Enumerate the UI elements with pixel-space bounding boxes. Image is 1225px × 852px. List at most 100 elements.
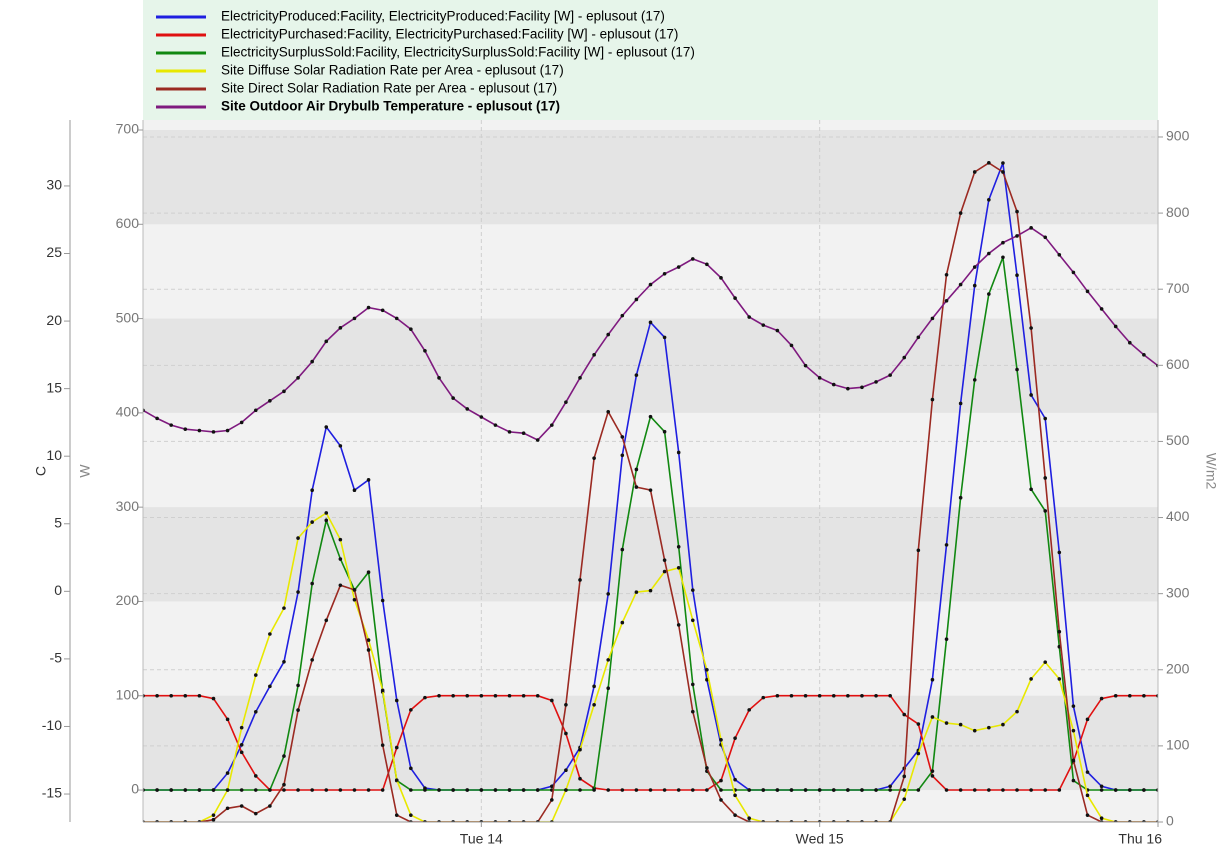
data-point (690, 709, 695, 714)
data-point (958, 282, 963, 287)
data-point (690, 588, 695, 592)
data-point (888, 788, 892, 792)
data-point (761, 695, 766, 700)
data-point (423, 349, 427, 353)
data-point (183, 693, 188, 698)
data-point (225, 771, 230, 775)
data-point (1043, 476, 1048, 480)
data-point (253, 788, 258, 792)
data-point (1057, 253, 1062, 257)
data-point (521, 693, 526, 698)
data-point (747, 816, 751, 820)
data-point (676, 544, 681, 549)
y3-tick-label: 600 (1166, 356, 1190, 372)
y-tick-label: 300 (116, 498, 140, 514)
data-point (662, 788, 667, 792)
data-point (338, 557, 343, 561)
data-point (1029, 677, 1033, 681)
data-point (409, 813, 413, 817)
data-point (789, 788, 794, 792)
data-point (1085, 770, 1090, 774)
y2-tick-label: -15 (42, 785, 62, 801)
data-point (282, 782, 286, 787)
data-point (282, 659, 286, 664)
data-point (253, 811, 258, 816)
data-point (324, 425, 329, 429)
data-point (550, 798, 554, 802)
data-point (578, 578, 582, 582)
data-point (648, 588, 653, 593)
data-point (296, 683, 300, 688)
data-point (930, 769, 935, 773)
data-point (592, 788, 596, 792)
data-point (296, 376, 300, 380)
data-point (944, 272, 949, 277)
data-point (733, 793, 737, 798)
data-point (1029, 393, 1033, 397)
data-point (958, 722, 963, 727)
data-point (606, 658, 611, 662)
data-point (197, 693, 202, 698)
data-point (1001, 788, 1005, 792)
data-point (690, 682, 695, 687)
data-point (874, 380, 878, 384)
data-point (366, 648, 371, 652)
y2-tick-label: 15 (46, 379, 62, 395)
data-point (1001, 722, 1005, 727)
y3-tick-label: 200 (1166, 660, 1190, 676)
data-point (719, 778, 723, 783)
data-point (972, 283, 977, 288)
data-point (155, 788, 159, 792)
data-point (239, 788, 244, 792)
data-point (1128, 693, 1132, 698)
data-point (987, 725, 991, 730)
data-point (366, 570, 371, 575)
data-point (676, 450, 681, 455)
y-tick-label: 600 (116, 215, 140, 231)
data-point (366, 478, 371, 482)
legend (143, 0, 1158, 120)
data-point (1142, 693, 1146, 698)
data-point (1029, 226, 1033, 230)
data-point (578, 776, 582, 781)
data-point (324, 511, 329, 515)
data-point (634, 788, 639, 792)
data-point (1085, 793, 1090, 798)
data-point (239, 420, 244, 425)
legend-label: ElectricityProduced:Facility, Electricit… (221, 9, 665, 24)
data-point (1071, 758, 1076, 763)
data-point (747, 788, 751, 792)
data-point (268, 399, 272, 403)
data-point (394, 316, 399, 321)
data-point (225, 717, 230, 722)
y-tick-label: 400 (116, 404, 140, 420)
data-point (493, 423, 498, 427)
data-point (1099, 816, 1104, 820)
data-point (972, 378, 977, 382)
data-point (1057, 629, 1062, 634)
data-point (719, 737, 723, 742)
data-point (338, 537, 343, 542)
data-point (916, 751, 921, 756)
data-point (479, 415, 484, 419)
data-point (592, 353, 596, 357)
data-point (324, 618, 329, 623)
data-point (409, 327, 413, 331)
y-tick-label: 200 (116, 592, 140, 608)
data-point (1001, 161, 1005, 165)
data-point (253, 774, 258, 778)
data-point (578, 376, 582, 380)
data-point (860, 385, 864, 390)
y3-tick-label: 400 (1166, 508, 1190, 524)
data-point (606, 409, 611, 414)
data-point (550, 784, 554, 789)
data-point (521, 431, 526, 436)
data-point (705, 677, 709, 682)
data-point (705, 766, 709, 770)
data-point (564, 768, 568, 773)
data-point (958, 788, 963, 792)
data-point (1085, 717, 1090, 722)
data-point (268, 804, 272, 808)
y2-tick-label: 20 (46, 312, 62, 328)
data-point (352, 488, 357, 492)
